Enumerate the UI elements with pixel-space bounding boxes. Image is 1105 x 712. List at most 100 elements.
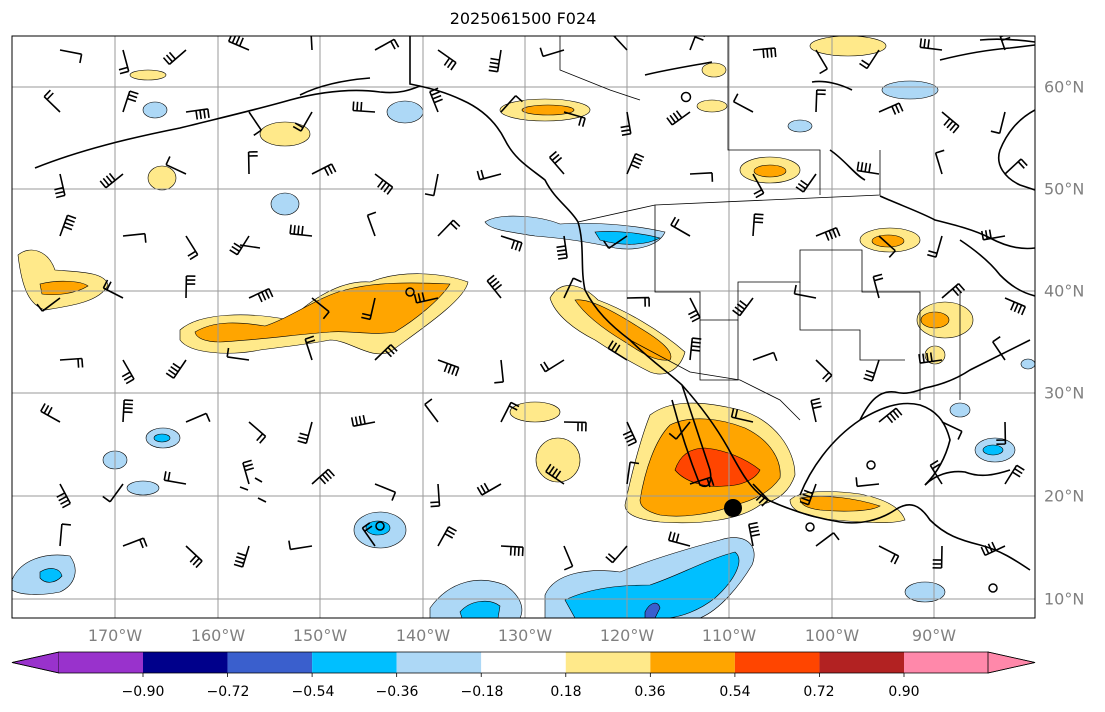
wind-barb	[795, 173, 817, 193]
wind-barb	[689, 172, 714, 182]
shading-layer	[12, 36, 1035, 618]
colorbar-segment	[819, 652, 904, 673]
wind-barb	[732, 93, 754, 113]
wind-barb	[622, 421, 638, 447]
wind-barb	[1004, 158, 1028, 175]
wind-barb	[810, 397, 822, 423]
lon-label-100w: 100°W	[804, 626, 860, 645]
wind-barb	[992, 336, 1006, 361]
colorbar-segment	[227, 652, 313, 673]
wind-barb	[163, 471, 187, 485]
lon-label-90w: 90°W	[911, 626, 957, 645]
wind-barb	[165, 156, 187, 175]
lon-label-170w: 170°W	[87, 626, 143, 645]
lat-label-60n: 60°N	[1044, 77, 1085, 97]
wind-barb	[752, 213, 764, 237]
wind-barb	[122, 232, 147, 243]
wind-barb	[563, 545, 574, 571]
wind-barb	[941, 282, 966, 299]
wind-barb	[227, 36, 250, 51]
wind-barb	[429, 87, 443, 113]
colorbar-tick-label: 0.54	[719, 684, 751, 700]
lat-label-10n: 10°N	[1044, 589, 1085, 609]
lon-label-160w: 160°W	[190, 626, 246, 645]
wind-barb	[311, 163, 337, 176]
wind-barb	[59, 214, 77, 237]
colorbar-segment	[481, 652, 566, 673]
wind-barb	[494, 359, 505, 384]
wind-barb	[248, 421, 267, 444]
wind-barb	[872, 273, 884, 299]
wind-barb	[918, 352, 943, 364]
wind-barb	[424, 398, 439, 423]
wind-barb	[424, 173, 439, 197]
colorbar-tick-label: −0.54	[291, 684, 335, 700]
wind-barb	[563, 421, 587, 432]
wind-barb	[413, 292, 439, 304]
wind-barb	[667, 531, 691, 547]
figure-title: 2025061500 F024	[449, 9, 597, 28]
colorbar-segment	[59, 652, 143, 673]
colorbar-tick-label: 0.36	[634, 684, 666, 700]
wind-barb	[752, 173, 765, 199]
wind-barb	[689, 36, 706, 51]
colorbar-extend-min	[11, 651, 60, 674]
colorbar-segment	[904, 652, 988, 673]
wind-barb	[981, 229, 1006, 241]
wind-barb	[36, 297, 61, 312]
colorbar-segment	[565, 652, 651, 673]
wind-barb	[185, 275, 196, 299]
wind-barb	[122, 90, 139, 113]
wind-barb	[59, 523, 71, 547]
wind-barb	[815, 49, 828, 75]
wind-barb	[620, 111, 632, 136]
wind-barb	[310, 36, 313, 51]
wind-barb	[350, 414, 376, 427]
wind-barb	[289, 224, 313, 237]
wind-barb	[996, 421, 1007, 445]
wind-barb	[185, 108, 210, 120]
wind-barb	[374, 38, 400, 51]
wind-barb	[670, 216, 691, 237]
wind-barb	[437, 359, 460, 377]
wind-barb	[185, 235, 199, 261]
wind-barb	[563, 277, 582, 299]
wind-barb	[878, 407, 903, 424]
colorbar-tick-label: −0.90	[121, 684, 165, 700]
wind-barb	[689, 476, 715, 488]
wind-barb	[612, 36, 628, 51]
colorbar-segment	[143, 652, 228, 673]
wind-barb	[878, 102, 904, 115]
wind-barb	[878, 545, 900, 565]
wind-barb	[919, 38, 943, 51]
wind-barb	[102, 279, 124, 299]
wind-barb	[361, 522, 376, 547]
wind-barb	[752, 351, 778, 362]
lat-label-50n: 50°N	[1044, 179, 1085, 199]
wind-barb	[297, 421, 313, 445]
wind-barb	[932, 545, 943, 569]
coastlines	[34, 36, 1035, 571]
wind-barb	[43, 89, 61, 113]
wind-barb	[311, 468, 335, 485]
colorbar-tick-label: 0.90	[888, 684, 920, 700]
wind-barb	[500, 545, 524, 557]
wind-barb	[374, 173, 394, 195]
wind-barb	[248, 111, 262, 136]
wind-barb	[626, 296, 650, 307]
wind-barb	[292, 111, 313, 132]
wind-barb	[929, 459, 943, 485]
lon-label-110w: 110°W	[701, 626, 757, 645]
wind-barb	[539, 359, 565, 373]
wind-barb	[666, 110, 691, 126]
wind-barb	[247, 151, 258, 175]
colorbar-extend-max	[987, 651, 1036, 674]
wind-barb	[122, 399, 134, 423]
wind-barb	[430, 483, 441, 508]
wind-barb	[799, 483, 817, 506]
wind-barb	[54, 173, 66, 199]
wind-barb	[556, 235, 568, 260]
wind-barb	[102, 483, 124, 503]
wind-barb	[563, 111, 586, 127]
lat-label-30n: 30°N	[1044, 383, 1085, 403]
